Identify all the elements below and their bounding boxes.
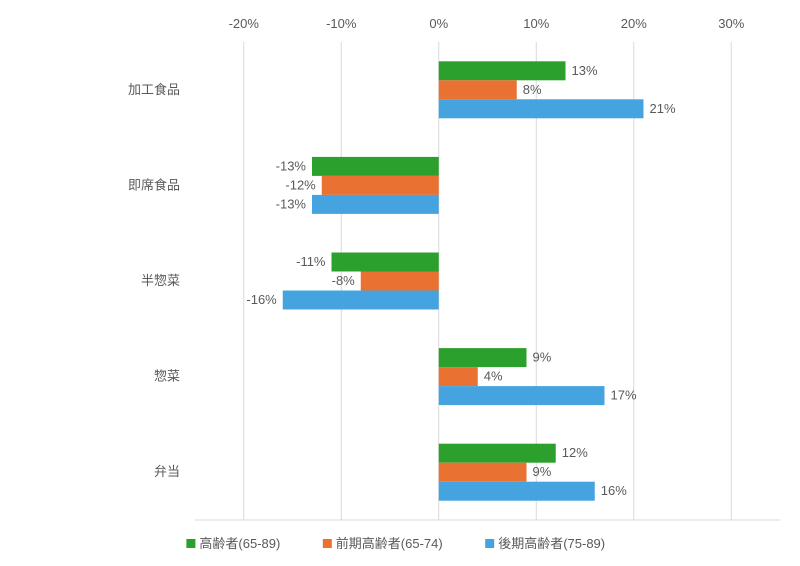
bar-s3	[439, 99, 644, 118]
bar-s1	[439, 61, 566, 80]
bar-value-label: 13%	[572, 63, 598, 78]
bar-value-label: 8%	[523, 82, 542, 97]
legend: 高齢者(65-89) 前期高齢者(65-74) 後期高齢者(75-89)	[186, 536, 605, 551]
bar-value-label: 9%	[533, 464, 552, 479]
bar-s2	[439, 367, 478, 386]
legend-swatch	[186, 539, 195, 548]
legend-item: 後期高齢者(75-89)	[485, 536, 605, 551]
bar-s1	[312, 157, 439, 176]
bar-value-label: 17%	[611, 388, 637, 403]
bar-s1	[332, 253, 439, 272]
legend-label: 後期高齢者(75-89)	[498, 536, 605, 551]
bar-s2	[439, 463, 527, 482]
category-label: 弁当	[154, 464, 180, 479]
bar-value-label: 4%	[484, 369, 503, 384]
bar-s3	[439, 386, 605, 405]
x-axis-tick-label: 0%	[429, 16, 448, 31]
x-axis-tick-label: 20%	[621, 16, 647, 31]
bar-value-label: -12%	[285, 177, 316, 192]
legend-item: 前期高齢者(65-74)	[323, 536, 443, 551]
bar-s2	[439, 80, 517, 99]
x-axis-tick-label: 30%	[718, 16, 744, 31]
category-label: 惣菜	[154, 369, 180, 384]
category-label: 加工食品	[128, 82, 180, 97]
legend-label: 高齢者(65-89)	[199, 536, 280, 551]
legend-swatch	[485, 539, 494, 548]
bar-s3	[439, 482, 595, 501]
bar-s2	[322, 176, 439, 195]
bar-s2	[361, 272, 439, 291]
bar-s3	[312, 195, 439, 214]
bar-value-label: -16%	[246, 292, 277, 307]
bar-value-label: 12%	[562, 445, 588, 460]
bar-s1	[439, 444, 556, 463]
grouped-bar-chart: -20% -10% 0% 10% 20% 30% 加工食品 13% 8% 21% 即席食品 -13% -…	[0, 0, 800, 566]
x-axis-tick-label: -10%	[326, 16, 357, 31]
bar-value-label: 16%	[601, 483, 627, 498]
category-label: 即席食品	[128, 177, 180, 192]
bar-s3	[283, 291, 439, 310]
legend-label: 前期高齢者(65-74)	[336, 536, 443, 551]
legend-swatch	[323, 539, 332, 548]
x-axis-tick-label: -20%	[229, 16, 260, 31]
bar-s1	[439, 348, 527, 367]
bar-value-label: 9%	[533, 350, 552, 365]
bar-value-label: -13%	[276, 158, 307, 173]
bar-value-label: -8%	[332, 273, 356, 288]
bar-value-label: -13%	[276, 196, 307, 211]
bar-value-label: -11%	[296, 254, 326, 269]
legend-item: 高齢者(65-89)	[186, 536, 280, 551]
x-axis-tick-label: 10%	[523, 16, 549, 31]
category-label: 半惣菜	[141, 273, 180, 288]
bar-value-label: 21%	[650, 101, 676, 116]
